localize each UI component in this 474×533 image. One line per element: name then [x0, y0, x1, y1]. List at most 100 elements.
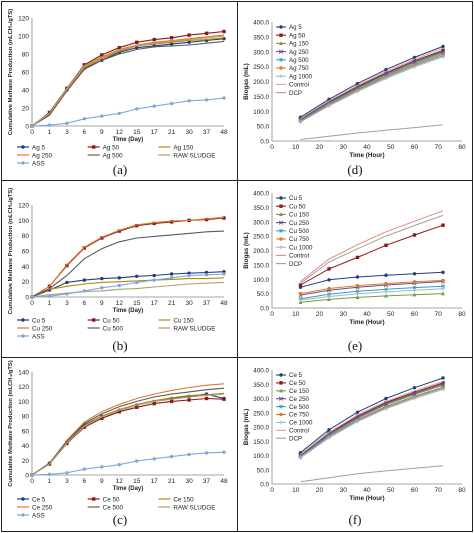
legend-item: Ce 250 [276, 396, 310, 403]
data-point [187, 33, 191, 37]
legend-label: Cu 500 [289, 228, 310, 235]
series-line [300, 271, 444, 288]
data-point [30, 295, 34, 299]
series-line [300, 49, 444, 120]
legend-item: Cu 150 [158, 317, 194, 324]
data-point [100, 416, 104, 421]
data-point [100, 286, 104, 290]
data-point [441, 54, 445, 59]
data-point [384, 281, 388, 286]
x-tick-label: 70 [435, 311, 443, 318]
legend-label: Ce 50 [103, 496, 120, 503]
y-tick-label: 150.0 [253, 262, 269, 269]
series-line [300, 388, 444, 459]
data-point [47, 123, 52, 127]
legend-item: Ce 5 [276, 372, 303, 379]
panel-label-c: (c) [112, 512, 128, 527]
legend-item: Cu 1000 [276, 244, 313, 251]
x-tick-label: 3 [65, 300, 69, 307]
legend-label: RAW SLUDGE [173, 325, 215, 332]
legend-label: Ag 1000 [289, 73, 313, 80]
x-tick-label: 20 [316, 487, 324, 494]
x-axis-label: Time (Hour) [349, 495, 384, 502]
legend-marker [279, 420, 283, 425]
data-point [441, 381, 445, 385]
y-tick-label: 200.0 [253, 425, 269, 432]
legend-marker [91, 497, 96, 501]
legend-marker [279, 245, 283, 250]
x-tick-label: 50 [387, 487, 395, 494]
data-point [135, 459, 139, 463]
data-point [204, 451, 209, 455]
y-axis-label: Cumulative Methane Production (mLCH₄/gTS… [8, 188, 14, 315]
series-line [300, 210, 444, 282]
data-point [412, 64, 417, 69]
y-tick-label: 80 [22, 233, 30, 240]
data-point [152, 278, 156, 282]
x-tick-label: 0 [270, 144, 274, 151]
legend-marker [278, 396, 284, 401]
x-tick-label: 80 [458, 487, 466, 494]
data-point [65, 471, 69, 475]
panel-label-a: (a) [112, 162, 128, 177]
legend-marker [279, 41, 283, 45]
y-tick-label: 80 [22, 414, 30, 421]
panel-label-f: (f) [348, 512, 362, 527]
legend-item: Ag 250 [276, 49, 309, 56]
data-point [441, 48, 445, 52]
x-tick-label: 30 [340, 487, 348, 494]
legend-label: ASS [32, 512, 45, 519]
legend-label: Ag 5 [32, 144, 45, 151]
series-line [300, 288, 444, 301]
x-tick-label: 30 [340, 144, 348, 151]
data-point [298, 300, 303, 304]
x-tick-label: 17 [151, 300, 159, 307]
series-line [31, 451, 225, 476]
legend-marker [279, 237, 283, 241]
series-line [300, 465, 444, 483]
x-tick-label: 9 [100, 300, 104, 307]
data-point [412, 385, 417, 390]
series-2-0 [30, 392, 226, 477]
chart-panel-a: 0 20 40 60 80 100 120 0 1 3 6 9 12 15 17 21 30 37 48 Time (… [2, 2, 237, 180]
series-line [31, 40, 225, 127]
y-tick-label: 0.0 [260, 306, 269, 313]
legend-label: Ag 50 [103, 144, 120, 151]
x-tick-label: 15 [133, 129, 141, 136]
x-tick-label: 0 [30, 478, 34, 485]
y-tick-label: 0.0 [260, 139, 269, 146]
y-axis-label: Cumulative Methane Production (mLCH₄/gTS… [8, 9, 14, 136]
legend-item: Cu 50 [87, 317, 120, 324]
data-point [384, 67, 388, 72]
data-point [100, 276, 104, 281]
chart-d-plot: 0.050.0100.0150.0200.0250.0300.0350.0400… [243, 20, 466, 160]
data-point [355, 275, 360, 279]
legend-marker [279, 66, 283, 70]
series-line [300, 281, 444, 296]
legend-item: Cu 50 [276, 203, 306, 210]
y-tick-label: 100 [18, 399, 29, 406]
y-tick-label: 250.0 [253, 64, 269, 71]
y-tick-label: 120 [18, 16, 29, 23]
chart-panel-c: 0 20 40 60 80 100 120 140 0 1 3 6 9 12 15 17 21 30 37 48 Tim… [2, 358, 237, 532]
x-tick-label: 3 [65, 129, 69, 136]
data-point [384, 289, 388, 294]
legend-label: DCP [289, 261, 302, 268]
series-line [300, 47, 444, 119]
series-4-8 [300, 214, 444, 284]
x-tick-label: 30 [185, 300, 193, 307]
data-point [412, 233, 417, 237]
y-tick-label: 20 [22, 279, 30, 286]
y-tick-label: 350.0 [253, 34, 269, 41]
legend-marker [279, 57, 283, 62]
legend-item: Ce 150 [276, 388, 310, 395]
legend-marker [279, 25, 283, 29]
data-point [327, 435, 331, 440]
data-point [204, 273, 209, 277]
series-5-0 [298, 376, 445, 455]
data-point [327, 267, 331, 271]
legend-label: Ce 5 [32, 496, 46, 503]
data-point [222, 450, 226, 454]
legend-label: Ag 5 [289, 24, 302, 31]
y-tick-label: 40 [22, 443, 30, 450]
